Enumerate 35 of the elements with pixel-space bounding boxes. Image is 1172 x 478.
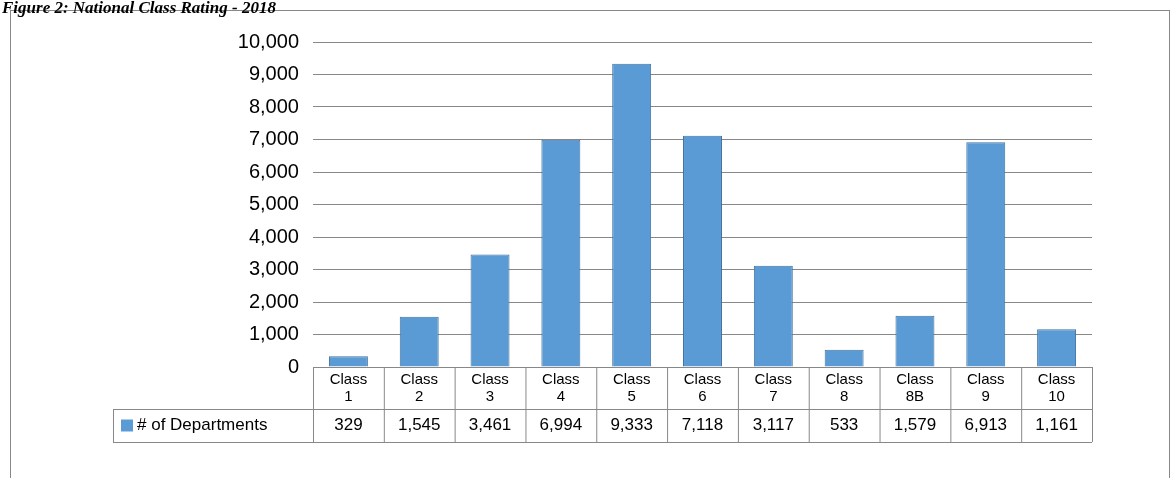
data-label: 6,994 (539, 415, 583, 435)
data-label: 9,333 (610, 415, 653, 435)
y-tick-label: 7,000 (248, 127, 299, 150)
y-tick-label: 10,000 (237, 29, 299, 52)
y-tick-label: 4,000 (248, 224, 299, 247)
y-tick-label: 1,000 (248, 322, 299, 345)
legend-label: # of Departments (137, 415, 268, 435)
data-label: 1,545 (397, 415, 441, 435)
x-tick-label: Class 8 (825, 370, 863, 404)
x-tick-label: Class 7 (754, 370, 793, 404)
x-tick-label: Class 8B (896, 370, 934, 404)
x-tick-label: Class 9 (967, 370, 1005, 404)
y-tick-label: 3,000 (248, 257, 299, 280)
data-label: 1,579 (893, 415, 937, 435)
y-tick-label: 0 (287, 354, 299, 377)
y-tick-label: 8,000 (248, 94, 299, 117)
data-label: 329 (334, 415, 363, 435)
x-tick-label: Class 10 (1037, 370, 1076, 404)
data-label: 3,461 (468, 415, 512, 435)
y-tick-label: 9,000 (248, 62, 299, 85)
x-tick-label: Class 4 (542, 370, 580, 404)
x-tick-label: Class 2 (400, 370, 438, 404)
x-tick-label: Class 1 (329, 370, 368, 404)
data-label: 7,118 (681, 415, 724, 435)
x-tick-label: Class 6 (683, 370, 722, 404)
data-label: 6,913 (964, 415, 1008, 435)
x-tick-label: Class 3 (471, 370, 509, 404)
data-label: 1,161 (1035, 415, 1078, 435)
data-label: 3,117 (752, 415, 794, 435)
text: Figure 2: National Class Rating - 2018 (2, 0, 276, 18)
x-tick-label: Class 5 (612, 370, 651, 404)
y-tick-label: 2,000 (248, 289, 299, 312)
data-label: 533 (829, 415, 859, 435)
y-tick-label: 5,000 (248, 192, 299, 215)
y-tick-label: 6,000 (248, 159, 299, 182)
